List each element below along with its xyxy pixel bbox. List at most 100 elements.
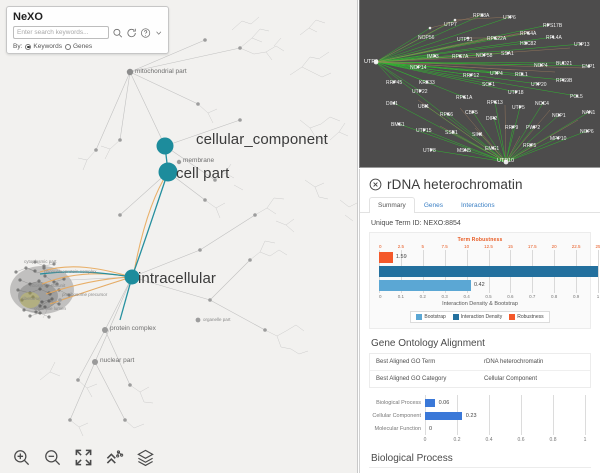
gene-node-label[interactable]: RCL1	[515, 72, 528, 78]
search-filter-row[interactable]: By: Keywords Genes	[13, 43, 162, 50]
radio-keywords-dot[interactable]	[25, 43, 32, 50]
gene-node-label[interactable]: NOP6	[580, 129, 594, 135]
gene-node-label[interactable]: CBF5	[465, 110, 478, 116]
gene-node-label[interactable]: UBI1	[418, 104, 430, 110]
gene-node-label[interactable]: NOP56	[418, 35, 435, 41]
network-toolbar[interactable]	[0, 441, 357, 473]
zoom-in-icon[interactable]	[12, 448, 31, 467]
gene-node-label[interactable]: RRP9	[505, 125, 519, 131]
gene-node-label[interactable]: UTP9	[364, 59, 379, 65]
gene-node-label[interactable]: RPS6	[440, 112, 454, 118]
gene-node-label[interactable]: RPS7A	[452, 54, 469, 60]
gene-node-label[interactable]: PWP2	[526, 125, 541, 131]
gene-node-label[interactable]: UTP7	[444, 22, 457, 28]
gene-node-label[interactable]: UTP22	[412, 89, 428, 95]
network-node-label[interactable]: organelle lumen	[34, 306, 67, 311]
network-node-label[interactable]: nuclear part	[100, 357, 135, 364]
gene-node-label[interactable]: NAN1	[582, 110, 596, 116]
network-node-label[interactable]: ribonucleoprotein complex	[44, 269, 97, 274]
gene-node-label[interactable]: RRP45	[386, 80, 403, 86]
gene-node-label[interactable]: DIP2	[486, 116, 498, 122]
gene-node-label[interactable]: SIK1	[472, 132, 483, 138]
network-node-label[interactable]: protein complex	[110, 325, 156, 332]
radio-keywords[interactable]: Keywords	[25, 43, 62, 50]
help-icon[interactable]	[140, 27, 151, 39]
network-node-label[interactable]: preribosome precursor	[62, 292, 108, 297]
gene-node-label[interactable]: RRP12	[463, 73, 480, 79]
layers-icon[interactable]	[136, 448, 155, 467]
gene-node-label[interactable]: NOP4	[534, 63, 548, 69]
gene-node-label[interactable]: SSA1	[501, 51, 514, 57]
gene-interaction-network-panel[interactable]: UTP9 NOP56 UTP7 RPS8A UTP6 RPS17B UTP21 RPS22A R…	[359, 0, 600, 168]
gene-node-label[interactable]: ENP1	[582, 64, 596, 70]
gene-node-label[interactable]: KRE33	[419, 80, 435, 86]
gene-node-label[interactable]: SOF1	[482, 82, 496, 88]
gene-node-label[interactable]: HSC82	[520, 41, 537, 47]
refresh-icon[interactable]	[126, 27, 137, 39]
gene-node-label[interactable]: RPS22A	[487, 36, 507, 42]
gene-node-label[interactable]: NOP58	[476, 53, 493, 59]
gene-node-label[interactable]: BMS1	[391, 122, 405, 128]
network-node-label[interactable]: ribosomal subunit	[30, 283, 66, 288]
network-node-label[interactable]: organelle part	[203, 317, 231, 322]
detail-header: rDNA heterochromatin	[360, 169, 600, 196]
close-circle-icon[interactable]	[369, 178, 382, 191]
legend-item: Robustness	[509, 314, 544, 320]
gene-node-label[interactable]: UTP10	[497, 158, 515, 164]
search-icon[interactable]	[112, 27, 123, 39]
gene-node-label[interactable]: NOP1	[552, 113, 566, 119]
gene-node-label[interactable]: UTP18	[508, 90, 524, 96]
gene-node-label[interactable]: NOP14	[410, 65, 427, 71]
gene-node-label[interactable]: POL5	[570, 94, 583, 100]
network-node-label[interactable]: mitochondrial part	[135, 68, 187, 75]
network-node-label[interactable]: membrane	[183, 157, 215, 164]
zoom-out-icon[interactable]	[43, 448, 62, 467]
gene-node-label[interactable]: DIM1	[386, 101, 398, 107]
tab-genes[interactable]: Genes	[423, 202, 443, 209]
gene-network-graph[interactable]	[360, 0, 600, 168]
network-node-label[interactable]: cellular_component	[196, 131, 328, 148]
tab-summary[interactable]: Summary	[369, 197, 415, 213]
gene-node-label[interactable]: RPS8A	[473, 13, 490, 19]
radio-genes-dot[interactable]	[64, 43, 71, 50]
gene-node-label[interactable]: UTP5	[512, 105, 525, 111]
gene-node-label[interactable]: RPS4A	[520, 31, 537, 37]
ontology-network-graph[interactable]	[0, 0, 358, 473]
gene-node-label[interactable]: RRP5	[523, 143, 537, 149]
gene-node-label[interactable]: IMP3	[427, 54, 439, 60]
gene-node-label[interactable]: NOC4	[535, 101, 549, 107]
radio-genes[interactable]: Genes	[64, 43, 92, 50]
tab-interactions[interactable]: Interactions	[460, 202, 495, 209]
gene-node-label[interactable]: UTP15	[416, 128, 432, 134]
gene-node-label[interactable]: UTP13	[574, 42, 590, 48]
gene-node-label[interactable]: RPS13	[487, 100, 503, 106]
chart-bar-value: 0.42	[473, 282, 485, 288]
gene-node-label[interactable]: EMG1	[485, 146, 500, 152]
chevron-down-icon[interactable]	[155, 27, 162, 39]
gene-node-label[interactable]: RPL4A	[546, 35, 562, 41]
search-panel[interactable]: NeXO By:	[6, 6, 169, 54]
collapse-icon[interactable]	[105, 448, 124, 467]
search-input[interactable]	[13, 26, 109, 39]
gene-node-label[interactable]: SSB1	[445, 130, 458, 136]
gene-node-label[interactable]: MPP10	[550, 136, 567, 142]
network-node-label[interactable]: ribosome	[22, 296, 41, 301]
gene-node-label[interactable]: BUD21	[556, 61, 573, 67]
gene-node-label[interactable]: UTP6	[503, 15, 516, 21]
gene-node-label[interactable]: RPS1A	[456, 95, 473, 101]
gene-node-label[interactable]: UTP21	[457, 37, 473, 43]
network-node-label[interactable]: cell part	[176, 165, 230, 182]
network-node-label[interactable]: intracellular	[138, 270, 216, 287]
network-node-label[interactable]: cytoplasmic part	[24, 259, 57, 264]
detail-tabs[interactable]: Summary Genes Interactions	[360, 196, 600, 213]
gene-node-label[interactable]: UTP8	[423, 148, 436, 154]
gene-node-label[interactable]: MSN5	[457, 148, 471, 154]
fit-to-screen-icon[interactable]	[74, 448, 93, 467]
gene-node-label[interactable]: UTP4	[490, 71, 503, 77]
gene-node-label[interactable]: RPS17B	[543, 23, 563, 29]
ontology-network-panel[interactable]: cellular_component cell part intracellul…	[0, 0, 358, 473]
gene-node-label[interactable]: UTP20	[531, 82, 547, 88]
term-detail-panel[interactable]: rDNA heterochromatin Summary Genes Inter…	[359, 169, 600, 473]
gene-node-label[interactable]: RPS9B	[556, 78, 573, 84]
